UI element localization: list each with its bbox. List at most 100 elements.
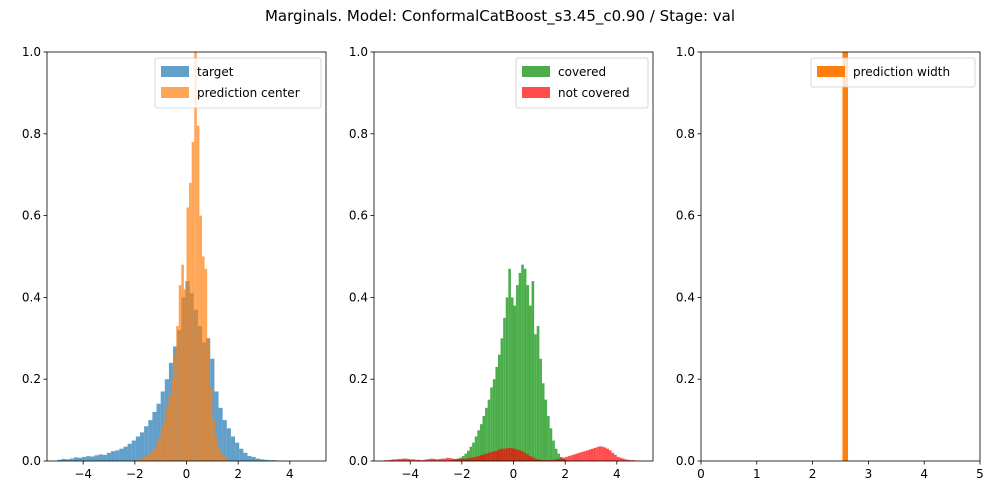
bar-covered bbox=[467, 450, 470, 461]
legend-label: prediction width bbox=[853, 65, 950, 79]
bar-covered bbox=[552, 440, 555, 461]
bar-not-covered bbox=[498, 449, 501, 461]
bar-not-covered bbox=[609, 450, 612, 461]
bar-covered bbox=[485, 407, 488, 461]
bar-prediction-center bbox=[196, 125, 200, 461]
bar-covered bbox=[508, 268, 511, 461]
y-tick-label: 0.4 bbox=[676, 290, 695, 304]
x-tick-label: −2 bbox=[126, 467, 144, 481]
bar-not-covered bbox=[477, 456, 480, 461]
bar-not-covered bbox=[557, 458, 560, 461]
bar-covered bbox=[557, 453, 560, 461]
bar-not-covered bbox=[459, 458, 462, 461]
bar-prediction-center bbox=[147, 454, 151, 461]
bar-not-covered bbox=[549, 460, 553, 461]
bar-target bbox=[78, 457, 83, 461]
bar-not-covered bbox=[503, 448, 506, 461]
bar-not-covered bbox=[485, 453, 488, 461]
bar-covered bbox=[544, 399, 548, 461]
bar-target bbox=[243, 452, 248, 461]
x-tick-label: 0 bbox=[697, 467, 705, 481]
y-tick-label: 0.0 bbox=[349, 454, 368, 468]
x-tick-label: 4 bbox=[286, 467, 294, 481]
bar-not-covered bbox=[531, 457, 535, 461]
bar-prediction-center bbox=[176, 326, 179, 461]
bar-covered bbox=[534, 334, 537, 461]
bar-prediction-center bbox=[145, 456, 148, 461]
bar-prediction-center bbox=[225, 458, 228, 461]
x-tick-label: −4 bbox=[74, 467, 92, 481]
bar-not-covered bbox=[454, 458, 457, 461]
y-tick-label: 0.2 bbox=[676, 372, 695, 386]
bar-target bbox=[98, 454, 103, 461]
bar-prediction-center bbox=[142, 457, 146, 461]
legend-label: covered bbox=[558, 65, 606, 79]
bar-target bbox=[94, 455, 99, 461]
bar-covered bbox=[487, 399, 491, 461]
bar-target bbox=[90, 456, 95, 461]
x-tick-label: 1 bbox=[753, 467, 761, 481]
bar-not-covered bbox=[505, 448, 509, 461]
legend-swatch bbox=[522, 66, 550, 77]
bar-prediction-center bbox=[191, 141, 195, 461]
bar-target bbox=[210, 358, 215, 461]
bar-not-covered bbox=[461, 458, 465, 461]
bar-prediction-center bbox=[152, 448, 156, 461]
bar-prediction-center bbox=[209, 387, 213, 461]
bar-not-covered bbox=[583, 451, 586, 461]
x-tick-label: 2 bbox=[561, 467, 569, 481]
axes-frame bbox=[700, 51, 981, 462]
bar-not-covered bbox=[614, 454, 617, 461]
bar-target bbox=[102, 454, 107, 461]
bar-prediction-center bbox=[186, 207, 190, 461]
legend: prediction width bbox=[810, 57, 976, 88]
x-tick-label: 2 bbox=[234, 467, 242, 481]
bar-not-covered bbox=[479, 455, 483, 461]
bar-covered bbox=[500, 338, 504, 461]
bar-not-covered bbox=[508, 447, 511, 461]
bar-prediction-center bbox=[183, 289, 187, 461]
bar-not-covered bbox=[384, 460, 387, 461]
bar-prediction-center bbox=[168, 395, 171, 461]
bar-target bbox=[115, 450, 120, 461]
y-tick-label: 1.0 bbox=[676, 45, 695, 59]
y-tick-label: 0.4 bbox=[22, 290, 41, 304]
x-tick-label: 4 bbox=[920, 467, 928, 481]
bar-target bbox=[156, 403, 161, 461]
bar-target bbox=[230, 436, 236, 461]
bar-prediction-center bbox=[189, 182, 192, 461]
y-tick-label: 0.2 bbox=[22, 372, 41, 386]
bar-covered bbox=[482, 416, 486, 461]
y-tick-label: 1.0 bbox=[349, 45, 368, 59]
bar-not-covered bbox=[624, 459, 628, 461]
bar-not-covered bbox=[619, 457, 622, 461]
bar-not-covered bbox=[518, 450, 522, 461]
y-tick-label: 0.8 bbox=[22, 127, 41, 141]
bar-not-covered bbox=[513, 448, 517, 461]
bar-not-covered bbox=[606, 448, 610, 461]
bar-prediction-center bbox=[165, 407, 169, 461]
bar-target bbox=[152, 411, 157, 461]
bar-target bbox=[144, 426, 149, 461]
bars-group bbox=[842, 52, 849, 461]
bar-not-covered bbox=[616, 456, 620, 461]
bar-prediction-center bbox=[220, 452, 223, 461]
bar-not-covered bbox=[474, 456, 478, 461]
bar-covered bbox=[505, 297, 509, 461]
bar-prediction-center bbox=[207, 338, 210, 461]
bar-prediction-center bbox=[204, 268, 208, 461]
legend-swatch bbox=[817, 66, 845, 77]
bar-not-covered bbox=[389, 459, 393, 461]
bar-target bbox=[189, 293, 194, 461]
bar-not-covered bbox=[412, 459, 416, 461]
bar-target bbox=[247, 456, 252, 461]
bar-not-covered bbox=[603, 447, 607, 461]
bar-target bbox=[65, 459, 70, 461]
figure-title: Marginals. Model: ConformalCatBoost_s3.4… bbox=[264, 7, 736, 25]
x-tick-label: 0 bbox=[510, 467, 518, 481]
bar-target bbox=[135, 436, 140, 461]
bar-prediction-center bbox=[137, 459, 140, 461]
legend-swatch bbox=[161, 87, 189, 98]
